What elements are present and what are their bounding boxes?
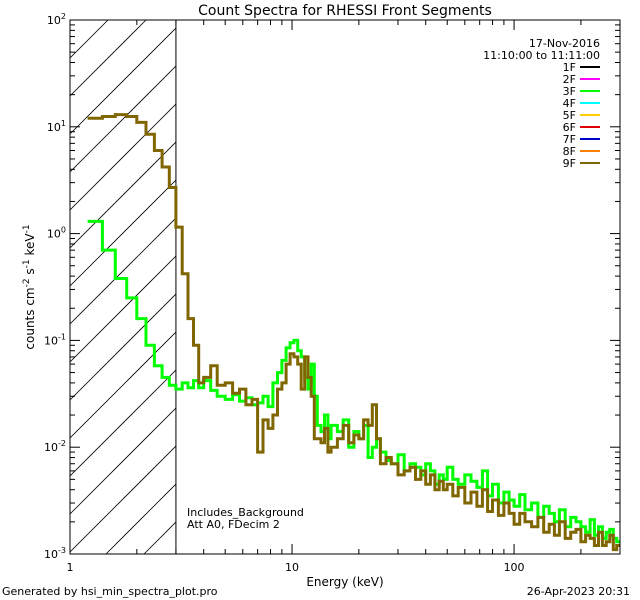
- y-label-part: s: [23, 268, 37, 278]
- y-label-part: counts cm: [23, 287, 37, 349]
- hatch-line: [143, 521, 177, 554]
- footer-date: 26-Apr-2023 20:31: [527, 585, 630, 598]
- hatch-line: [70, 217, 177, 325]
- plot-frame: [69, 19, 621, 555]
- y-tick-label: 10-1: [44, 332, 66, 347]
- hatch-line: [70, 27, 177, 135]
- series-9F: [87, 113, 620, 552]
- legend-label: 5F: [563, 109, 576, 122]
- y-tick-exp: 1: [61, 119, 66, 128]
- y-tick-base: 10: [47, 228, 61, 241]
- annotations: Includes_Background Att A0, FDecim 2: [187, 506, 304, 531]
- legend-label: 1F: [563, 61, 576, 74]
- y-label-exp: -1: [22, 259, 32, 268]
- footer-generated-by: Generated by hsi_min_spectra_plot.pro: [2, 585, 218, 598]
- hatch-line: [70, 331, 177, 439]
- legend-label: 9F: [563, 157, 576, 170]
- legend: 17-Nov-2016 11:10:00 to 11:11:00 1F2F3F4…: [483, 37, 600, 170]
- y-tick-exp: -2: [58, 439, 66, 448]
- hatch-line: [105, 483, 177, 554]
- x-axis-label: Energy (keV): [306, 575, 383, 589]
- spectra-series: [87, 113, 620, 552]
- y-tick-label: 101: [47, 119, 66, 134]
- y-tick-label: 10-2: [44, 439, 66, 454]
- y-tick-label: 10-3: [44, 546, 66, 561]
- annotation-background: Includes_Background: [187, 506, 304, 519]
- y-tick-label: 102: [47, 12, 66, 27]
- legend-label: 2F: [563, 73, 576, 86]
- x-tick-label: 10: [285, 561, 299, 574]
- legend-label: 8F: [563, 145, 576, 158]
- y-label-exp: -2: [22, 278, 32, 287]
- y-tick-exp: 0: [61, 226, 66, 235]
- x-tick-label: 100: [504, 561, 525, 574]
- y-tick-exp: 2: [61, 12, 66, 21]
- y-label-exp: -1: [22, 224, 32, 233]
- y-tick-base: 10: [47, 121, 61, 134]
- y-label-part: keV: [23, 233, 37, 260]
- hatch-line: [70, 255, 177, 363]
- series-3F: [87, 219, 620, 544]
- hatch-line: [70, 20, 147, 97]
- hatch-line: [70, 179, 177, 287]
- axis-ticks: [69, 19, 621, 555]
- y-tick-base: 10: [44, 334, 58, 347]
- hatch-line: [70, 103, 177, 211]
- y-tick-base: 10: [47, 14, 61, 27]
- hatch-line: [70, 65, 177, 173]
- hatch-line: [70, 141, 177, 249]
- legend-time-range: 11:10:00 to 11:11:00: [483, 49, 600, 62]
- hatch-line: [70, 20, 109, 59]
- hatch-line: [70, 445, 177, 553]
- x-tick-label: 1: [67, 561, 74, 574]
- hatch-line: [70, 407, 177, 515]
- legend-date: 17-Nov-2016: [529, 37, 600, 50]
- y-tick-label: 100: [47, 226, 66, 241]
- legend-label: 6F: [563, 121, 576, 134]
- y-axis-label: counts cm-2 s-1 keV-1: [22, 224, 37, 349]
- hatch-line: [70, 293, 177, 401]
- y-tick-base: 10: [44, 548, 58, 561]
- y-tick-exp: -1: [58, 332, 66, 341]
- legend-label: 3F: [563, 85, 576, 98]
- legend-label: 4F: [563, 97, 576, 110]
- y-tick-exp: -3: [58, 546, 66, 555]
- hatch-line: [70, 369, 177, 477]
- y-tick-base: 10: [44, 441, 58, 454]
- x-tick-labels: 1 10 100: [67, 561, 525, 574]
- excluded-energy-hatch: [70, 20, 177, 554]
- legend-label: 7F: [563, 133, 576, 146]
- annotation-attenuator: Att A0, FDecim 2: [187, 518, 280, 531]
- chart-title: Count Spectra for RHESSI Front Segments: [198, 3, 492, 19]
